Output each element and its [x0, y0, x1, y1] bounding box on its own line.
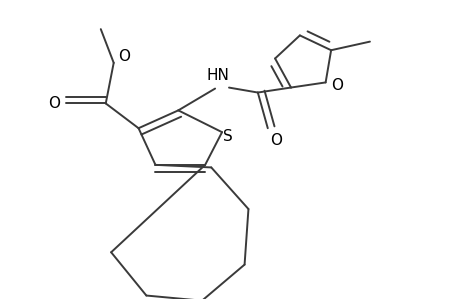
Text: O: O	[331, 78, 343, 93]
Text: S: S	[223, 129, 232, 144]
Text: O: O	[269, 133, 281, 148]
Text: HN: HN	[206, 68, 229, 83]
Text: O: O	[48, 96, 60, 111]
Text: O: O	[118, 50, 129, 64]
